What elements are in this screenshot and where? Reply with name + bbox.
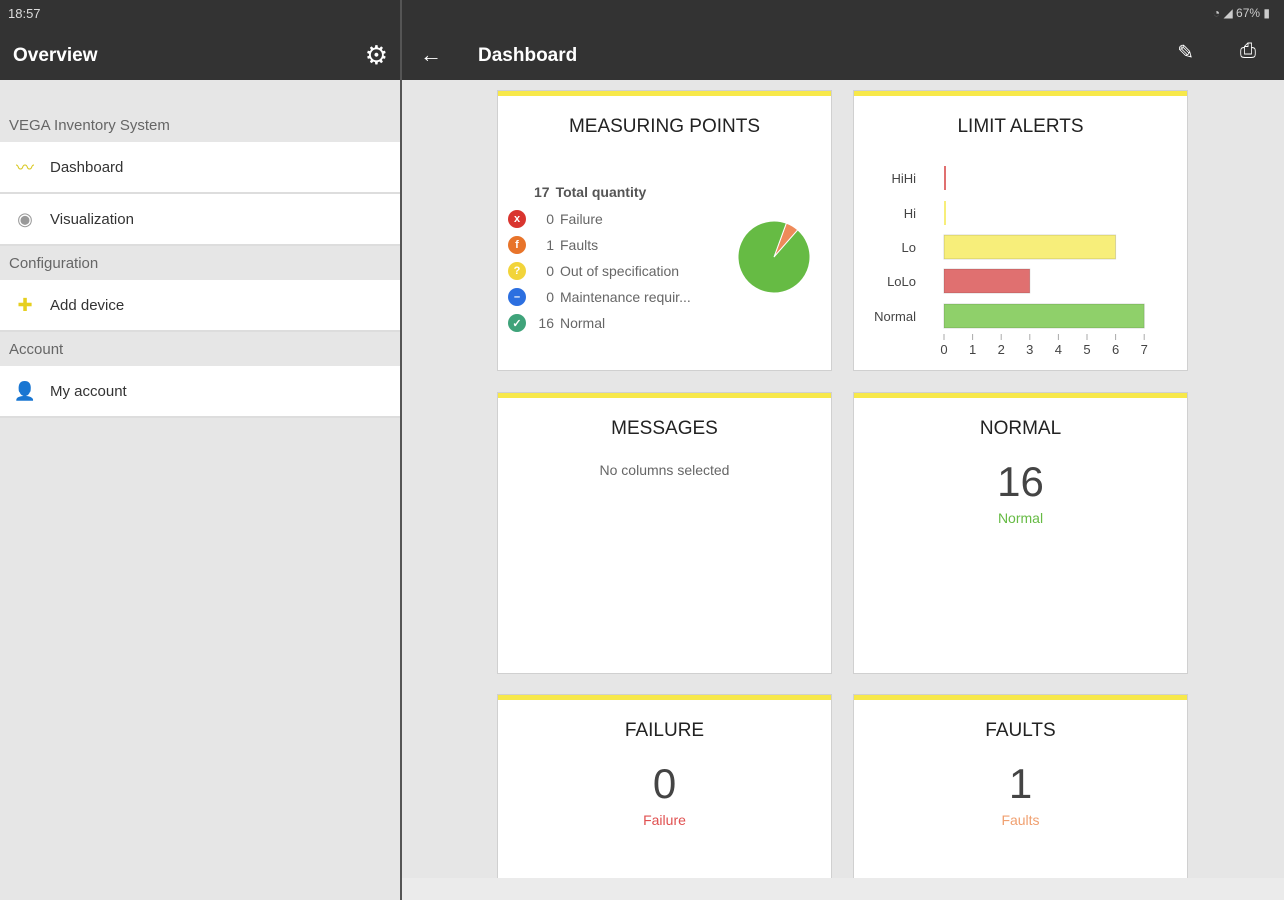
x-tick-label: 1	[969, 342, 976, 357]
sidebar-item-label: My account	[50, 382, 127, 400]
measuring-points-card[interactable]: MEASURING POINTS 17 Total quantity x 0 Fail…	[498, 91, 831, 370]
x-tick-label: 4	[1055, 342, 1062, 357]
faults-label: Faults	[1001, 812, 1040, 828]
status-icon: ✓	[508, 314, 526, 332]
status-icon: f	[508, 236, 526, 254]
status-pie-chart	[737, 220, 811, 294]
legend-count: 0	[546, 263, 554, 279]
legend-count: 0	[546, 289, 554, 305]
x-tick-label: 2	[998, 342, 1005, 357]
normal-count: 16	[997, 458, 1044, 505]
section-label: Account	[9, 340, 64, 358]
x-tick-label: 6	[1112, 342, 1119, 357]
legend-item: – 0 Maintenance requir...	[508, 288, 691, 306]
section-label: VEGA Inventory System	[9, 116, 170, 134]
bar-hihi	[944, 166, 946, 190]
sidebar-item-dashboard[interactable]: 〰 Dashboard	[0, 142, 400, 194]
normal-card[interactable]: NORMAL 16 Normal	[854, 393, 1187, 673]
legend-label: Failure	[560, 211, 603, 227]
card-title: FAILURE	[624, 720, 705, 741]
card-title: LIMIT ALERTS	[957, 116, 1084, 137]
battery-level: 67%	[1236, 6, 1261, 20]
bar-label: Normal	[874, 309, 916, 324]
legend-label: Maintenance requir...	[560, 289, 691, 305]
card-title: NORMAL	[979, 418, 1062, 439]
bar-hi	[944, 201, 946, 225]
legend-item: x 0 Failure	[508, 210, 603, 228]
bar-label: Lo	[902, 240, 916, 255]
chart-line-icon: 〰	[16, 158, 34, 178]
bottom-bar	[402, 878, 1284, 900]
limit-alerts-card[interactable]: LIMIT ALERTS HiHi Hi Lo LoLo Normal 0 1 2 3 4 5 6 7	[854, 91, 1187, 370]
sidebar-item-my-account[interactable]: 👤 My account	[0, 366, 400, 418]
bar-label: LoLo	[887, 274, 916, 289]
x-tick-label: 0	[940, 342, 947, 357]
failure-label: Failure	[643, 812, 686, 828]
dashboard-grid: MEASURING POINTS 17 Total quantity x 0 Fail…	[402, 80, 1284, 885]
x-tick-label: 5	[1083, 342, 1090, 357]
legend-label: Out of specification	[560, 263, 680, 279]
pie-slice-normal	[737, 220, 811, 294]
legend-label: Faults	[560, 237, 599, 253]
gear-icon[interactable]: ⚙	[364, 40, 388, 70]
sidebar: VEGA Inventory System 〰 Dashboard ◉ Visual…	[0, 80, 400, 900]
status-icon: x	[508, 210, 526, 228]
user-icon: 👤	[13, 380, 37, 401]
x-tick-label: 3	[1026, 342, 1033, 357]
eye-icon: ◉	[17, 208, 33, 229]
status-icons: ◔ ◢ 67% ▮	[1212, 6, 1270, 20]
sidebar-item-add-device[interactable]: ✚ Add device	[0, 280, 400, 332]
bar-lo	[943, 234, 1117, 260]
legend-label: Normal	[560, 315, 606, 331]
legend-count: 1	[546, 237, 554, 253]
section-label: Configuration	[9, 254, 99, 272]
card-title: MESSAGES	[611, 418, 718, 439]
sidebar-item-label: Dashboard	[50, 158, 124, 176]
legend-count: 0	[546, 211, 554, 227]
sidebar-item-label: Add device	[50, 296, 125, 314]
status-icon: ?	[508, 262, 526, 280]
faults-count: 1	[1008, 760, 1033, 807]
back-arrow-icon[interactable]: ←	[420, 42, 442, 67]
share-icon[interactable]: ⎙	[1240, 40, 1256, 62]
pane-divider	[400, 0, 402, 900]
sidebar-item-label: Visualization	[50, 210, 134, 228]
sidebar-item-visualization[interactable]: ◉ Visualization	[0, 194, 400, 246]
status-time: 18:57	[8, 6, 41, 21]
bar-label: HiHi	[891, 171, 916, 186]
bar-normal	[943, 303, 1145, 329]
sidebar-title: Overview	[13, 45, 98, 66]
card-title: MEASURING POINTS	[568, 116, 761, 137]
x-tick-label: 7	[1141, 342, 1148, 357]
messages-card[interactable]: MESSAGES No columns selected	[498, 393, 831, 673]
legend-item: ? 0 Out of specification	[508, 262, 679, 280]
bar-lolo	[943, 268, 1031, 294]
legend-count: 16	[538, 315, 554, 331]
add-device-icon: ✚	[17, 294, 33, 315]
failure-count: 0	[652, 760, 677, 807]
status-icon: –	[508, 288, 526, 306]
edit-pencil-icon[interactable]: ✎	[1177, 42, 1194, 64]
messages-empty-text: No columns selected	[599, 462, 730, 478]
card-title: FAULTS	[985, 720, 1056, 741]
normal-label: Normal	[997, 510, 1044, 526]
bar-label: Hi	[904, 206, 916, 221]
legend-item: f 1 Faults	[508, 236, 598, 254]
page-title: Dashboard	[478, 45, 578, 66]
total-quantity: 17 Total quantity	[534, 184, 647, 200]
faults-card[interactable]: FAULTS 1 Faults	[854, 695, 1187, 885]
failure-card[interactable]: FAILURE 0 Failure	[498, 695, 831, 885]
sidebar-header: 18:57 Overview ⚙	[0, 0, 400, 80]
app-toolbar: ◔ ◢ 67% ▮ ← Dashboard ✎ ⎙	[402, 0, 1284, 80]
legend-item: ✓ 16 Normal	[508, 314, 605, 332]
